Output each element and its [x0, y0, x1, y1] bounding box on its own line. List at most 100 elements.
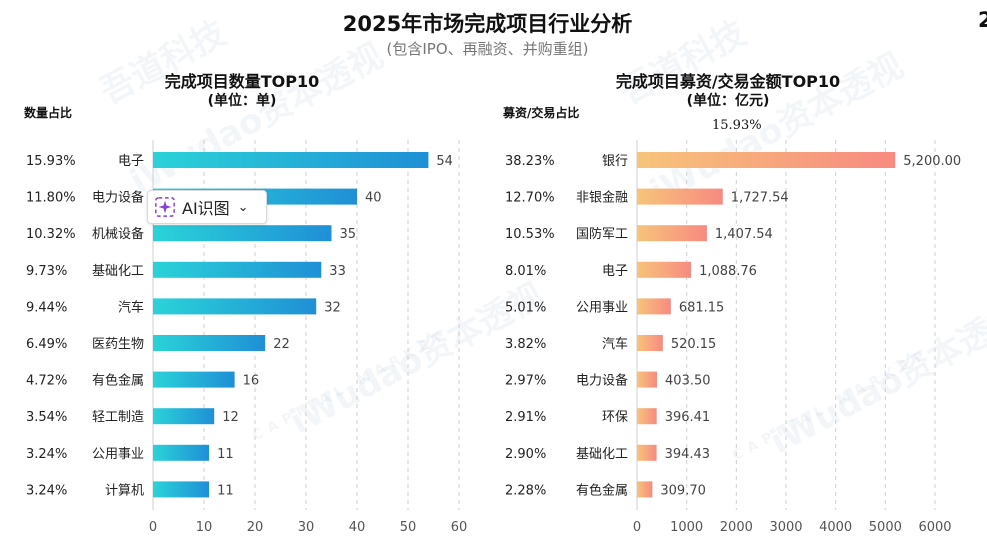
value-label: 520.15 [671, 337, 717, 352]
bar [153, 261, 322, 278]
value-label: 35 [340, 227, 357, 242]
share-label: 4.72% [26, 374, 67, 389]
x-tick-label: 6000 [918, 520, 951, 535]
share-label: 2.28% [505, 483, 546, 498]
value-label: 394.43 [665, 447, 711, 462]
category-label: 国防军工 [576, 226, 628, 242]
left-share-header: 数量占比 [24, 106, 73, 120]
value-label: 11 [217, 447, 234, 462]
bar [153, 152, 429, 168]
share-label: 38.23% [505, 154, 555, 169]
bar [637, 371, 658, 388]
sparkle-icon [155, 197, 175, 217]
x-tick-label: 10 [196, 520, 213, 535]
share-label: 2.97% [505, 374, 546, 389]
bar [637, 335, 663, 351]
page-title-text: 2025年市场完成项目行业分析 [342, 12, 633, 36]
share-label: 6.49% [26, 337, 67, 352]
clipped-title: 2 [978, 8, 987, 32]
bar [637, 298, 671, 315]
right-floating-note: 15.93% [712, 118, 762, 133]
chevron-down-icon: ⌄ [237, 199, 249, 215]
right-chart-unit: (单位：亿元) [686, 93, 770, 109]
left-chart-title: 完成项目数量TOP10 [164, 72, 320, 91]
share-label: 12.70% [505, 191, 555, 206]
value-label: 11 [217, 483, 234, 498]
bar [637, 152, 896, 168]
bar [153, 444, 210, 461]
x-tick-label: 0 [633, 520, 641, 535]
x-tick-label: 40 [349, 520, 366, 535]
value-label: 54 [436, 154, 453, 169]
bar [153, 408, 215, 425]
category-label: 轻工制造 [92, 410, 144, 425]
bar [153, 225, 332, 242]
share-label: 5.01% [505, 300, 546, 315]
page-subtitle: (包含IPO、再融资、并购重组) [0, 38, 987, 59]
value-label: 681.15 [679, 300, 725, 315]
bar [153, 371, 235, 388]
bar [637, 188, 723, 205]
category-label: 基础化工 [576, 447, 628, 462]
value-label: 396.41 [665, 410, 711, 425]
page-title: 2025年市场完成项目行业分析 [0, 8, 987, 38]
ai-button-label: AI识图 [182, 199, 230, 218]
value-label: 1,407.54 [715, 227, 773, 242]
x-tick-label: 30 [298, 520, 315, 535]
value-label: 33 [329, 264, 346, 279]
share-label: 11.80% [26, 191, 76, 206]
x-tick-label: 50 [400, 520, 417, 535]
x-tick-label: 0 [149, 520, 157, 535]
x-tick-label: 20 [247, 520, 264, 535]
x-tick-label: 3000 [769, 520, 802, 535]
share-label: 9.73% [26, 264, 67, 279]
share-label: 10.32% [26, 227, 76, 242]
x-tick-label: 1000 [670, 520, 703, 535]
bar [153, 298, 317, 315]
x-tick-label: 60 [451, 520, 468, 535]
category-label: 汽车 [118, 299, 144, 315]
share-label: 3.82% [505, 337, 546, 352]
bar [637, 444, 657, 461]
right-share-header: 募资/交易占比 [503, 106, 580, 120]
share-label: 9.44% [26, 300, 67, 315]
share-label: 3.24% [26, 483, 67, 498]
x-tick-label: 4000 [819, 520, 852, 535]
share-label: 3.54% [26, 410, 67, 425]
value-label: 22 [273, 337, 290, 352]
category-label: 公用事业 [576, 300, 628, 315]
category-label: 电子 [602, 264, 628, 279]
category-label: 电力设备 [576, 373, 628, 389]
category-label: 计算机 [105, 483, 144, 498]
share-label: 3.24% [26, 447, 67, 462]
category-label: 银行 [602, 154, 628, 169]
value-label: 16 [243, 374, 260, 389]
bar [153, 335, 266, 351]
share-label: 2.90% [505, 447, 546, 462]
category-label: 汽车 [602, 336, 628, 352]
category-label: 有色金属 [576, 482, 628, 498]
bar [153, 481, 210, 498]
value-label: 12 [222, 410, 239, 425]
value-label: 32 [324, 300, 341, 315]
value-label: 5,200.00 [903, 154, 961, 169]
category-label: 公用事业 [92, 447, 144, 462]
right-chart-title: 完成项目募资/交易金额TOP10 [615, 72, 841, 91]
share-label: 2.91% [505, 410, 546, 425]
bar [637, 481, 653, 498]
category-label: 电力设备 [92, 190, 144, 206]
share-label: 10.53% [505, 227, 555, 242]
value-label: 403.50 [665, 374, 711, 389]
value-label: 1,088.76 [699, 264, 757, 279]
right-bar-chart: 0 1000 2000 3000 4000 5000 6000 38.23% 银行 5,200.0… [505, 140, 961, 535]
value-label: 40 [365, 191, 382, 206]
left-chart-unit: (单位：单) [207, 93, 277, 109]
page-subtitle-text: (包含IPO、再融资、并购重组) [386, 40, 589, 58]
category-label: 非银金融 [576, 190, 628, 206]
category-label: 医药生物 [92, 337, 144, 352]
x-tick-label: 5000 [869, 520, 902, 535]
value-label: 1,727.54 [731, 191, 789, 206]
share-label: 15.93% [26, 154, 76, 169]
ai-image-recognition-button[interactable]: AI识图 ⌄ [147, 190, 267, 224]
